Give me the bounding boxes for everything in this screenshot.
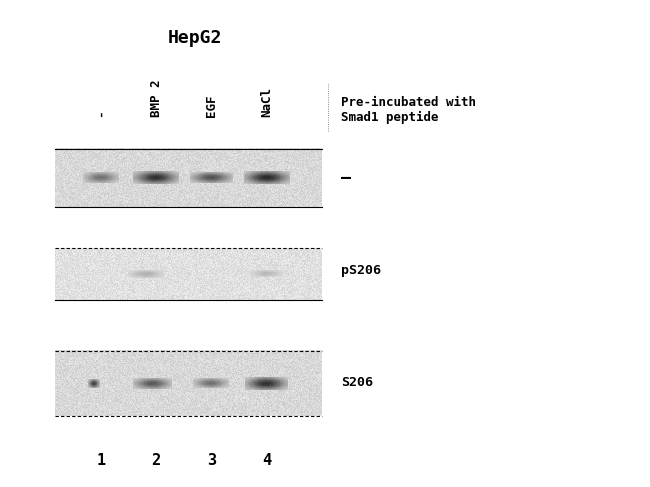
Text: 2: 2	[151, 453, 161, 468]
Text: 4: 4	[262, 453, 271, 468]
Text: HepG2: HepG2	[168, 29, 222, 47]
Text: -: -	[94, 110, 107, 117]
Text: EGF: EGF	[205, 94, 218, 117]
Text: BMP 2: BMP 2	[150, 79, 162, 117]
Text: 1: 1	[96, 453, 105, 468]
Text: S206: S206	[341, 376, 373, 389]
Text: 3: 3	[207, 453, 216, 468]
Text: Pre-incubated with
Smad1 peptide: Pre-incubated with Smad1 peptide	[341, 95, 476, 124]
Text: pS206: pS206	[341, 264, 382, 277]
Text: NaCl: NaCl	[260, 87, 273, 117]
Text: –: –	[341, 169, 351, 187]
